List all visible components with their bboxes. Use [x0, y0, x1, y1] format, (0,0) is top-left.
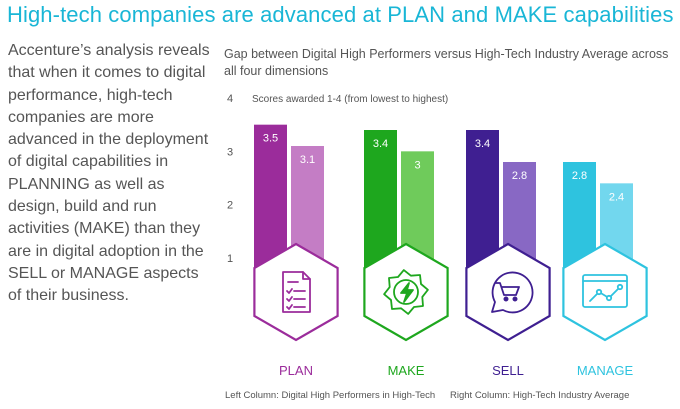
- legend-right-column: Right Column: High-Tech Industry Average: [450, 390, 630, 401]
- legend-left-column: Left Column: Digital High Performers in …: [225, 390, 436, 401]
- document-checklist-icon: [282, 271, 311, 313]
- y-tick-label: 1: [227, 253, 233, 265]
- value-label: 3.4: [373, 138, 388, 150]
- category-label-plan: PLAN: [279, 363, 313, 378]
- gear-lightning-icon: [383, 269, 429, 315]
- hexagon-badge: [253, 242, 339, 342]
- hexagon-badge: [562, 242, 648, 342]
- value-label: 3.4: [475, 138, 490, 150]
- value-label: 2.8: [572, 170, 587, 182]
- category-label-sell: SELL: [492, 363, 524, 378]
- value-label: 3.1: [300, 154, 315, 166]
- y-tick-label: 3: [227, 146, 233, 158]
- value-label: 3.5: [263, 133, 278, 145]
- value-label: 2.8: [512, 170, 527, 182]
- hexagon-badge: [465, 242, 551, 342]
- score-annotation: Scores awarded 1-4 (from lowest to highe…: [252, 94, 448, 105]
- intro-text: Accenture’s analysis reveals that when i…: [8, 42, 210, 305]
- category-label-make: MAKE: [388, 363, 425, 378]
- value-label: 2.4: [609, 191, 624, 203]
- shopping-cart-icon: [491, 271, 534, 314]
- y-tick-label: 4: [227, 93, 233, 105]
- page-title: High-tech companies are advanced at PLAN…: [7, 2, 674, 27]
- dashboard-chart-icon: [582, 274, 628, 308]
- y-tick-label: 2: [227, 200, 233, 212]
- category-label-manage: MANAGE: [577, 363, 634, 378]
- value-label: 3: [414, 159, 420, 171]
- chart-title: Gap between Digital High Performers vers…: [224, 47, 669, 78]
